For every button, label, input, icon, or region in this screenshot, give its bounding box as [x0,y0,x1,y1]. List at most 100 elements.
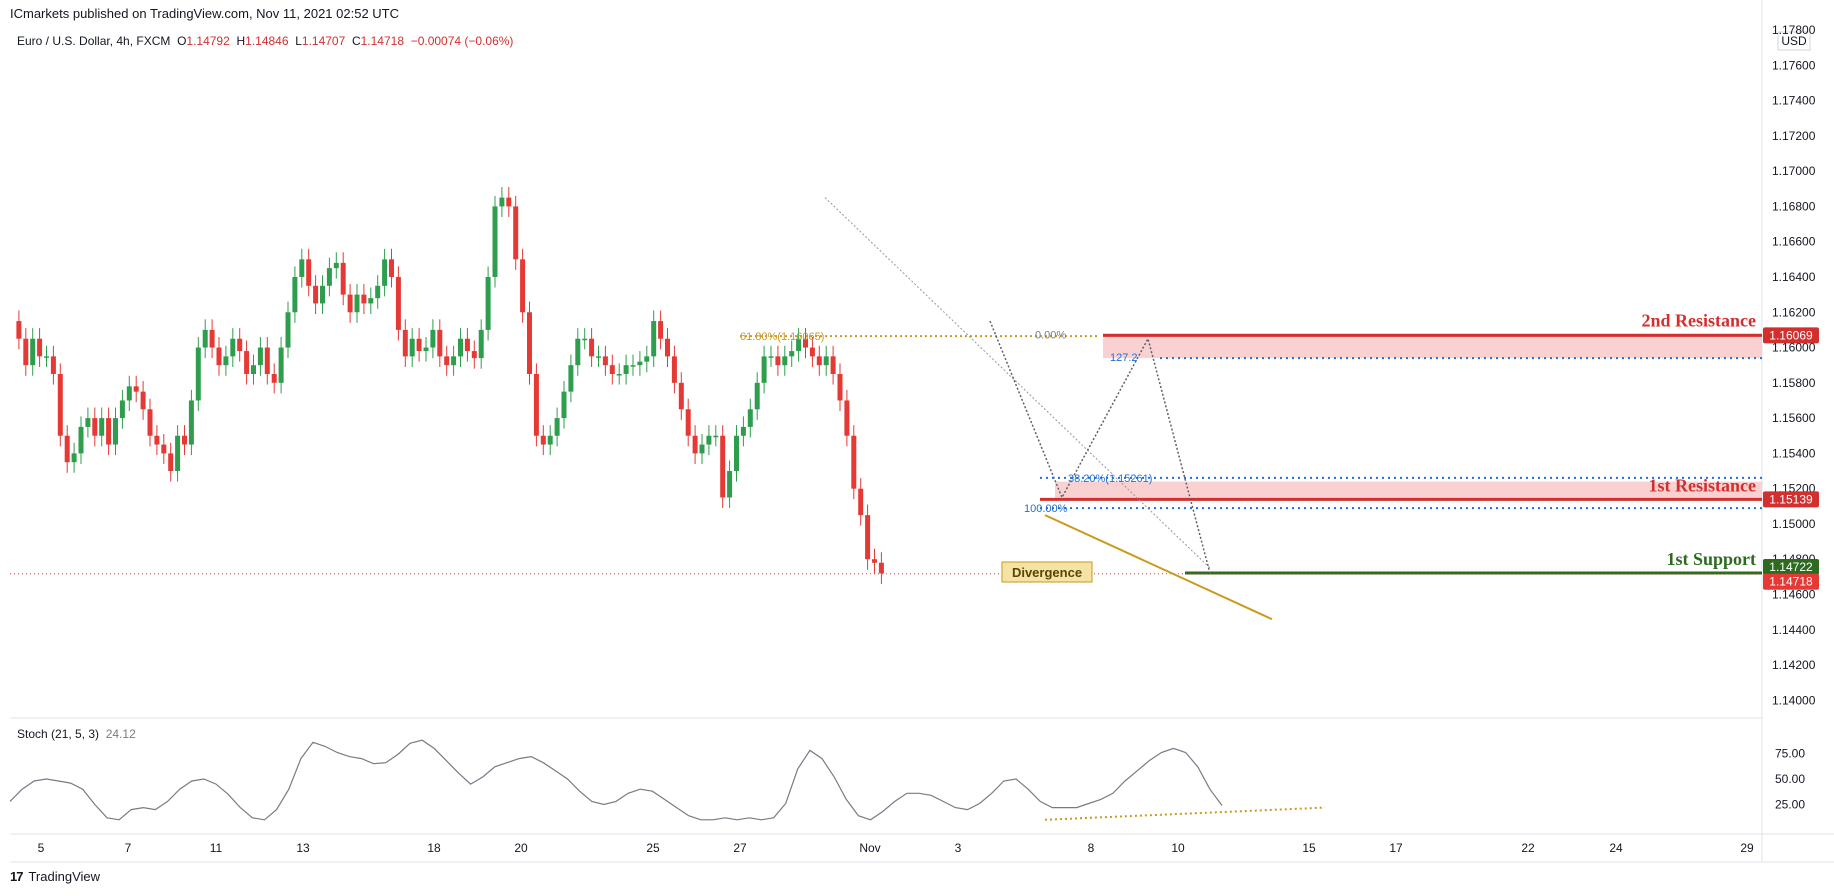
candle-body[interactable] [506,197,512,207]
candle-body[interactable] [582,338,588,341]
first-resistance-price-tag[interactable] [1763,491,1819,508]
candle-body[interactable] [402,329,408,357]
candle-body[interactable] [202,329,208,348]
candle-body[interactable] [230,338,236,357]
candle-body[interactable] [340,262,346,295]
candle-body[interactable] [678,382,684,410]
candle-body[interactable] [257,347,263,366]
candle-body[interactable] [851,435,857,489]
candle-body[interactable] [589,338,595,357]
last-price-tag[interactable] [1763,573,1819,590]
candle-body[interactable] [533,374,539,436]
candle-body[interactable] [878,562,884,574]
candle-body[interactable] [44,356,49,358]
candle-body[interactable] [471,351,477,359]
candle-body[interactable] [734,435,739,472]
candle-body[interactable] [561,391,567,419]
candle-body[interactable] [285,312,291,348]
candle-body[interactable] [747,409,753,427]
candle-body[interactable] [464,338,470,352]
candle-body[interactable] [665,338,670,357]
candle-body[interactable] [23,338,29,366]
candle-body[interactable] [596,356,601,358]
candle-body[interactable] [133,386,139,392]
candle-body[interactable] [395,276,401,330]
candle-body[interactable] [64,435,70,463]
candle-body[interactable] [409,338,415,357]
candle-body[interactable] [527,312,532,374]
candle-body[interactable] [644,356,650,362]
candle-body[interactable] [775,356,781,366]
candle-body[interactable] [278,347,284,383]
divergence-badge[interactable] [1001,561,1093,583]
candle-body[interactable] [50,356,56,374]
stoch-line[interactable] [9,739,1223,821]
candle-body[interactable] [237,338,243,352]
candle-body[interactable] [554,418,560,436]
candle-body[interactable] [478,329,484,359]
candle-body[interactable] [354,294,360,313]
candle-body[interactable] [458,338,463,357]
candle-body[interactable] [271,374,277,383]
candle-body[interactable] [216,347,222,366]
candle-body[interactable] [92,418,98,436]
candle-body[interactable] [430,329,436,348]
candle-body[interactable] [699,444,705,454]
price-divergence-line[interactable] [1044,514,1273,621]
candle-body[interactable] [244,351,250,374]
candle-body[interactable] [71,453,77,463]
candle-body[interactable] [782,356,788,366]
candle-body[interactable] [872,559,877,563]
candle-body[interactable] [113,418,118,445]
candle-body[interactable] [623,365,629,374]
candle-body[interactable] [382,259,388,286]
candle-body[interactable] [161,444,167,454]
candle-body[interactable] [99,418,105,436]
candle-body[interactable] [106,418,112,445]
candle-body[interactable] [575,338,581,366]
candle-body[interactable] [616,374,622,376]
candle-body[interactable] [451,356,457,366]
candle-body[interactable] [803,338,808,348]
second-resistance-price-tag[interactable] [1763,327,1819,344]
candle-body[interactable] [706,435,712,445]
candle-body[interactable] [140,391,146,410]
candle-body[interactable] [175,435,181,472]
candle-body[interactable] [326,268,332,286]
candle-body[interactable] [299,259,305,277]
candle-body[interactable] [264,347,270,374]
currency-box[interactable] [1777,31,1811,51]
candle-body[interactable] [609,365,615,374]
candle-body[interactable] [30,338,36,366]
candle-body[interactable] [37,338,43,357]
candle-body[interactable] [809,347,815,357]
candle-body[interactable] [830,356,836,374]
candle-body[interactable] [375,285,381,299]
candle-body[interactable] [865,515,871,560]
candle-body[interactable] [78,426,84,454]
candle-body[interactable] [837,374,843,401]
candle-body[interactable] [499,197,505,207]
candle-body[interactable] [520,259,526,313]
candle-body[interactable] [492,206,498,277]
candle-body[interactable] [768,356,774,358]
candle-body[interactable] [16,321,22,339]
candle-body[interactable] [630,365,636,367]
candle-body[interactable] [513,206,519,260]
candle-body[interactable] [347,294,353,313]
footer[interactable]: 17 TradingView [10,869,100,884]
candle-body[interactable] [823,356,829,366]
second-resistance-zone[interactable] [1103,333,1762,359]
candle-body[interactable] [568,365,574,392]
first-support-price-tag[interactable] [1763,558,1819,575]
candle-body[interactable] [333,262,339,269]
candle-body[interactable] [761,356,767,383]
candle-body[interactable] [251,365,256,374]
candle-body[interactable] [147,409,153,436]
candle-body[interactable] [423,347,429,352]
candle-body[interactable] [692,435,698,454]
candle-body[interactable] [858,488,864,516]
candle-body[interactable] [740,426,746,436]
candle-body[interactable] [602,356,608,366]
